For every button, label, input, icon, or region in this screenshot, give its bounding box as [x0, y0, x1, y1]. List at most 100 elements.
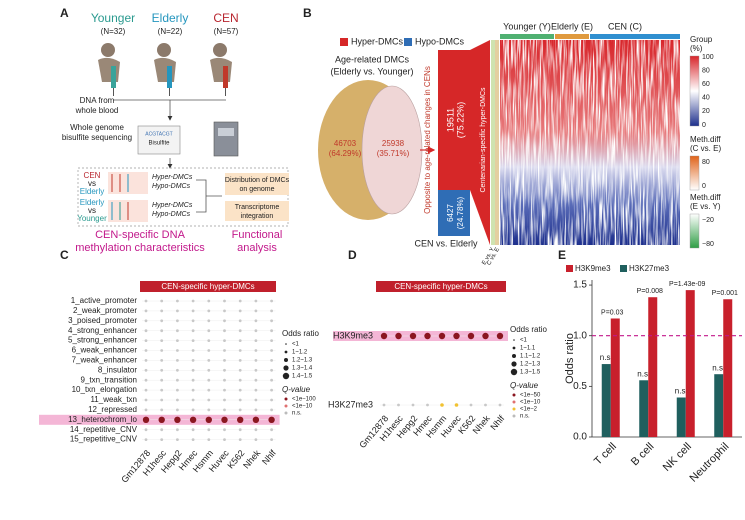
dot	[238, 428, 242, 432]
legend-tick: 80	[702, 159, 710, 166]
dot	[160, 299, 164, 303]
row-label: 12_repressed	[88, 405, 137, 414]
dot	[207, 398, 211, 402]
comparison: CEN	[84, 171, 101, 180]
bar-annotation: P=1.43e-09	[669, 281, 705, 288]
dot	[144, 319, 148, 323]
dot	[191, 428, 195, 432]
dot	[176, 299, 179, 303]
dot	[270, 349, 273, 352]
dot	[191, 378, 195, 382]
comparison: Younger	[77, 214, 107, 223]
dot	[191, 438, 195, 441]
dot	[176, 428, 179, 432]
dot	[142, 416, 150, 423]
dot	[207, 329, 211, 333]
legend-dot	[512, 407, 516, 411]
dot	[160, 398, 164, 402]
dot	[424, 332, 431, 340]
comparison: vs	[88, 206, 96, 215]
dot	[176, 319, 179, 323]
dot	[223, 428, 226, 432]
dot	[158, 416, 165, 423]
row-label: H3K27me3	[328, 399, 373, 409]
row-label: 11_weak_txn	[90, 395, 137, 404]
dot	[238, 368, 242, 372]
panel-label: A	[60, 6, 69, 20]
dot	[160, 309, 164, 313]
caption: CEN-specific DNA	[95, 229, 186, 241]
dot	[238, 398, 242, 402]
dmc-type: Hypo-DMCs	[152, 183, 191, 190]
svg-text:ACGTACGT: ACGTACGT	[145, 131, 172, 137]
dot	[176, 438, 179, 441]
dot	[270, 309, 273, 313]
dot	[191, 309, 195, 313]
dot	[176, 398, 179, 402]
dot	[238, 309, 242, 313]
dot	[270, 388, 273, 392]
bar-percent: (75.22%)	[455, 102, 465, 139]
dot	[467, 332, 475, 340]
bar-count: 19511	[445, 108, 455, 132]
bar-annotation: n.s.	[600, 353, 613, 362]
dot	[498, 403, 502, 407]
dot	[254, 368, 258, 372]
dot	[223, 438, 226, 441]
dot	[270, 398, 273, 402]
legend-tick: 60	[702, 81, 710, 88]
dot	[237, 416, 244, 423]
dot	[174, 416, 181, 423]
legend-tick: 0	[702, 122, 706, 129]
row-label: 9_txn_transition	[81, 375, 137, 384]
bar	[601, 364, 611, 437]
legend-title: Meth.diff	[690, 193, 721, 202]
dot	[270, 408, 273, 412]
dot	[254, 388, 258, 392]
dot	[238, 299, 242, 303]
dot	[270, 319, 273, 323]
dot	[223, 408, 226, 412]
legend-dot	[283, 365, 289, 371]
legend-text: <1e−100	[292, 397, 316, 403]
legend-text: Hyper-DMCs	[351, 36, 404, 46]
panel-b: B Hyper-DMCs Hypo-DMCs Age-related DMCs …	[303, 6, 721, 266]
dot	[238, 349, 242, 352]
legend-text: H3K27me3	[629, 264, 670, 273]
legend-dot	[284, 350, 288, 354]
dot	[176, 378, 179, 382]
dot	[144, 408, 148, 412]
legend-title: Odds ratio	[282, 329, 319, 338]
bar	[610, 318, 620, 437]
dot	[426, 403, 429, 407]
legend-text: <1	[292, 342, 300, 348]
legend-dot	[512, 414, 516, 418]
chromosome-sketch	[108, 172, 148, 222]
legend-text: 1.1~1.2	[520, 354, 541, 360]
dot	[270, 299, 273, 303]
panel-label: B	[303, 6, 312, 20]
dot	[191, 339, 195, 342]
dot	[189, 416, 197, 423]
venn-percent: (35.71%)	[377, 149, 410, 158]
dot	[238, 339, 242, 342]
legend-dot	[284, 358, 288, 362]
heatmap-group: Elderly (E)	[551, 21, 593, 31]
legend-title: Group	[690, 35, 713, 44]
dot	[270, 428, 273, 432]
legend-title: Q-value	[510, 381, 539, 390]
legend-title: (C vs. E)	[690, 144, 721, 153]
dot	[144, 339, 148, 342]
legend-dot	[510, 368, 518, 376]
dot	[144, 398, 148, 402]
bar-caption: CEN vs. Elderly	[414, 238, 478, 248]
dmc-type: Hyper-DMCs	[152, 174, 193, 181]
bar	[685, 290, 695, 437]
analysis-box: Transcriptome	[235, 204, 280, 211]
y-tick-label: 0.5	[573, 381, 587, 392]
comparison: vs	[88, 179, 96, 188]
x-tick-label: T cell	[592, 441, 619, 468]
step-text: bisulfite sequencing	[62, 133, 132, 142]
legend-dot	[512, 393, 516, 397]
